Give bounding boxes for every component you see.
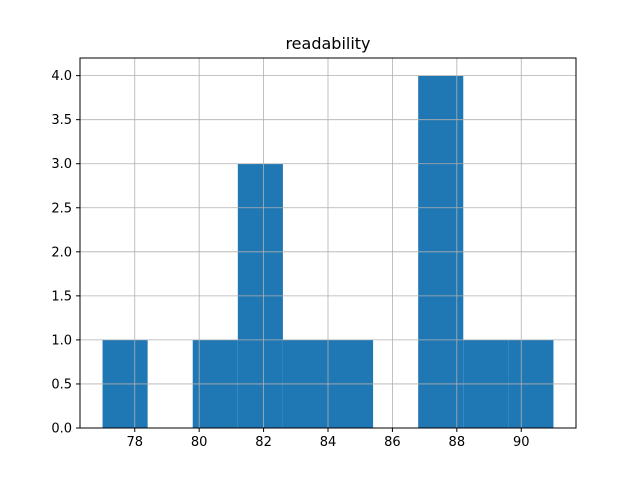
x-tick-label: 90 — [513, 435, 530, 450]
x-axis: 78 80 82 84 86 88 90 — [126, 428, 530, 450]
x-tick-label: 78 — [126, 435, 143, 450]
y-tick-label: 2.5 — [51, 201, 72, 216]
y-tick-label: 3.0 — [51, 157, 72, 172]
grid-lines — [80, 58, 576, 429]
y-tick-label: 0.0 — [51, 422, 72, 437]
x-tick-label: 82 — [255, 435, 272, 450]
chart-title: readability — [285, 34, 370, 53]
y-tick-label: 1.5 — [51, 289, 72, 304]
y-tick-label: 1.0 — [51, 333, 72, 348]
y-tick-label: 4.0 — [51, 69, 72, 84]
y-tick-label: 3.5 — [51, 113, 72, 128]
x-tick-label: 86 — [384, 435, 401, 450]
y-axis: 0.0 0.5 1.0 1.5 2.0 2.5 3.0 3.5 4.0 — [51, 69, 80, 437]
x-tick-label: 80 — [191, 435, 208, 450]
y-tick-label: 2.0 — [51, 245, 72, 260]
x-tick-label: 88 — [449, 435, 466, 450]
y-tick-label: 0.5 — [51, 377, 72, 392]
x-tick-label: 84 — [320, 435, 337, 450]
